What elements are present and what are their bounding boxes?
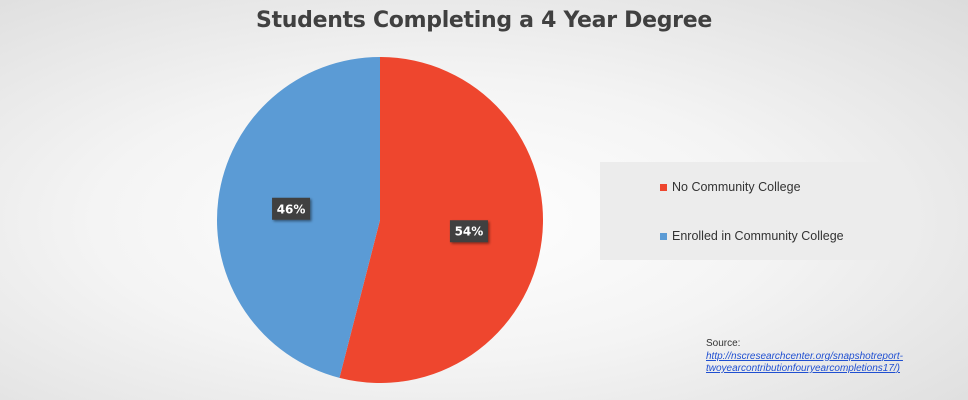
source-note: Source: http://nscresearchcenter.org/sna… — [706, 338, 956, 376]
source-label: Source: — [706, 338, 741, 349]
source-link[interactable]: http://nscresearchcenter.org/snapshotrep… — [706, 351, 956, 376]
pie-slice-no-community-college — [339, 57, 543, 384]
chart-legend: No Community College Enrolled in Communi… — [600, 162, 903, 260]
chart-title: Students Completing a 4 Year Degree — [256, 8, 712, 33]
data-label-46-percent: 46% — [272, 197, 311, 220]
data-label-text: 46% — [277, 202, 306, 216]
legend-swatch-red — [660, 183, 667, 191]
legend-label: No Community College — [672, 180, 801, 194]
data-label-text: 54% — [455, 225, 484, 239]
legend-label: Enrolled in Community College — [672, 229, 844, 243]
data-label-box — [449, 220, 488, 243]
legend-item-enrolled-community-college: Enrolled in Community College — [660, 229, 844, 243]
data-label-54-percent: 54% — [449, 220, 488, 243]
legend-swatch-blue — [660, 232, 667, 240]
source-url-line-1: http://nscresearchcenter.org/snapshotrep… — [706, 350, 903, 362]
data-label-box — [272, 197, 311, 220]
legend-item-no-community-college: No Community College — [660, 180, 801, 194]
source-url-line-2: twoyearcontributionfouryearcompletions17… — [706, 363, 900, 374]
